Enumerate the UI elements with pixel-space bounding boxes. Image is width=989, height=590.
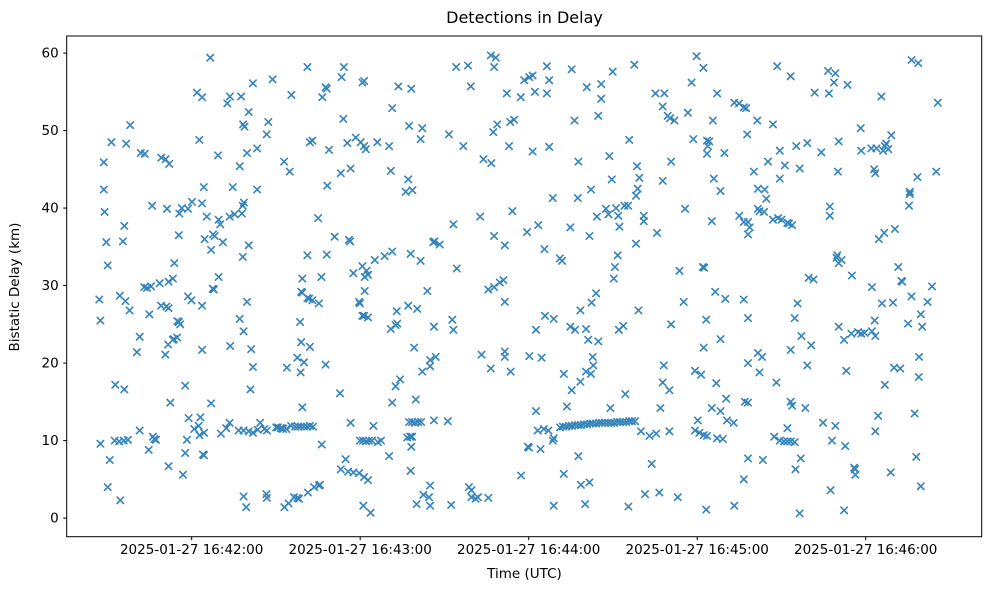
- scatter-points: [95, 51, 942, 518]
- x-tick-label: 2025-01-27 16:43:00: [288, 542, 431, 558]
- x-tick-label: 2025-01-27 16:45:00: [626, 542, 769, 558]
- y-tick-label: 10: [42, 433, 59, 449]
- y-axis-label: Bistatic Delay (km): [7, 222, 23, 352]
- x-tick-label: 2025-01-27 16:46:00: [794, 542, 937, 558]
- y-tick-label: 0: [50, 511, 59, 527]
- axes-spines: [66, 35, 983, 538]
- y-tick-label: 60: [42, 46, 59, 62]
- x-axis-label: Time (UTC): [487, 566, 562, 582]
- y-tick-label: 50: [42, 123, 59, 139]
- y-tick-label: 20: [42, 356, 59, 372]
- x-tick-label: 2025-01-27 16:44:00: [457, 542, 600, 558]
- y-tick-label: 30: [42, 278, 59, 294]
- chart-title: Detections in Delay: [446, 8, 603, 27]
- x-tick-label: 2025-01-27 16:42:00: [120, 542, 263, 558]
- y-tick-label: 40: [42, 201, 59, 217]
